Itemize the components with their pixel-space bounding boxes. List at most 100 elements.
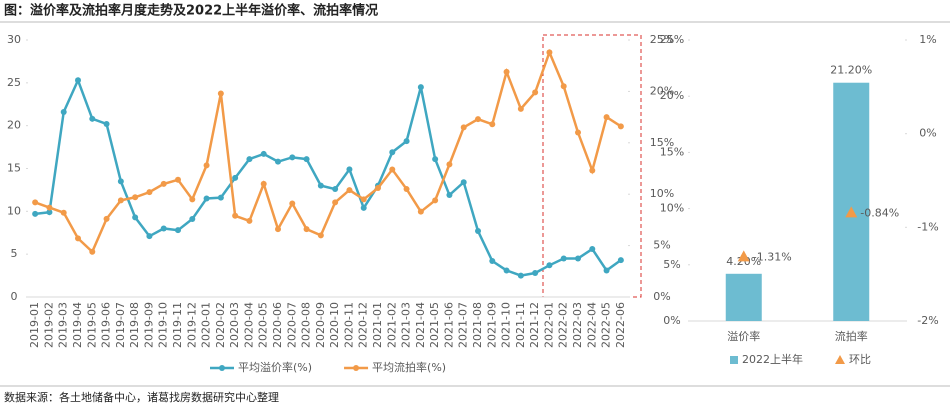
y2-tick-label: 10% [650,187,674,200]
point [503,267,510,274]
point [232,212,239,219]
point [603,267,610,274]
y-tick-label: 15% [660,145,684,158]
y2-tick-label: -1% [917,220,938,233]
point [132,194,139,201]
y-tick-label: 25 [7,76,21,89]
point [46,209,53,216]
x-tick-label: 2020-05 [257,302,270,348]
point [360,204,367,211]
point [232,174,239,181]
point [146,189,153,196]
point [617,257,624,264]
x-tick-label: 2020-03 [228,302,241,348]
x-tick-label: 2022-02 [557,302,570,348]
legend-marker [219,365,225,371]
point [517,105,524,112]
x-tick-label: 2021-06 [442,302,455,348]
y-tick-label: 10% [660,202,684,215]
point [132,214,139,221]
y2-tick-label: 1% [919,33,936,46]
y2-tick-label: 0% [653,290,670,303]
point [289,154,296,161]
point [260,180,267,187]
point [275,226,281,233]
point [546,49,553,56]
x-tick-label: 2020-12 [357,302,370,348]
point [375,185,381,192]
y-tick-label: 25% [660,33,684,46]
point [103,120,110,127]
legend-label: 环比 [849,353,871,366]
point [189,216,196,223]
point [460,124,467,131]
y-tick-label: 5% [663,258,680,271]
point [589,246,596,253]
point [446,192,453,199]
legend-label: 2022上半年 [742,352,803,366]
x-tick-label: 2022-03 [571,302,584,348]
point [275,158,281,165]
x-tick-label: 2019-07 [114,302,127,348]
point [332,186,339,193]
y2-tick-label: 25% [650,33,674,46]
point [217,194,224,201]
point [46,204,53,211]
point [560,255,567,262]
point [160,180,167,187]
point [289,200,296,207]
point [403,138,410,145]
x-tick-label: 2019-08 [128,302,141,348]
x-tick-label: 2020-07 [285,302,298,348]
point [403,186,410,193]
x-tick-label: 2022-04 [585,302,598,348]
point [546,262,553,269]
point [175,176,181,183]
chart-title: 图：溢价率及流拍率月度走势及2022上半年溢价率、流拍率情况 [4,3,378,19]
x-tick-label: 2020-01 [200,302,213,348]
x-tick-label: 2020-08 [300,302,313,348]
point [303,226,310,233]
legend-marker [353,365,360,371]
point [432,197,439,204]
line-series [34,48,622,254]
point [317,232,324,239]
data-label: -1.31% [753,250,792,263]
point [517,272,524,279]
point [75,77,81,84]
y-tick-label: 0% [663,314,680,327]
x-tick-label: 2021-03 [400,302,413,348]
x-tick-label: 2021-08 [471,302,484,348]
x-tick-label: 2021-01 [371,302,384,348]
x-tick-label: 2019-05 [85,302,98,348]
x-tick-label: 2020-09 [314,302,327,348]
point [32,210,39,217]
point [475,116,481,123]
y2-tick-label: 5% [653,239,670,252]
y-tick-label: 15 [7,162,21,175]
point [575,129,581,136]
y2-tick-label: 20% [650,84,674,97]
x-tick-label: 2022-01 [542,302,555,348]
legend-label: 平均流拍率(%) [372,360,446,374]
x-tick-label: 溢价率 [727,329,760,343]
triangle-marker [737,250,750,262]
x-tick-label: 2019-06 [100,302,113,348]
x-tick-label: 2020-10 [328,302,341,348]
x-tick-label: 2021-12 [528,302,541,348]
x-tick-label: 2021-11 [514,302,527,348]
y-tick-label: 20% [660,89,684,102]
point [346,166,353,173]
x-tick-label: 2020-02 [214,302,227,348]
point [117,178,124,185]
x-tick-label: 2021-02 [385,302,398,348]
point [246,156,253,163]
x-tick-label: 2021-05 [428,302,441,348]
x-tick-label: 2019-02 [42,302,55,348]
y-tick-label: 30 [7,33,21,46]
point [189,196,196,203]
x-tick-label: 2019-11 [171,302,184,348]
y2-tick-label: 0% [919,127,936,140]
x-tick-label: 2019-03 [57,302,70,348]
